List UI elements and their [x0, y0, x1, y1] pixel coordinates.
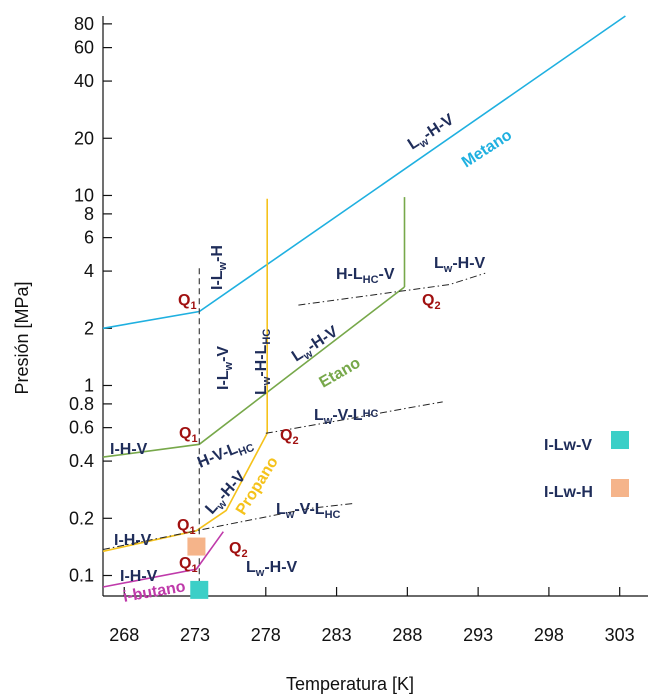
legend-swatch-ilwh — [611, 479, 629, 497]
quadruple-point-label: Q1 — [177, 517, 196, 537]
y-tick-label: 1 — [84, 375, 94, 395]
region-label: I-H-V — [120, 568, 158, 585]
quadruple-point-label: Q1 — [178, 292, 197, 312]
series-line-propano — [102, 432, 268, 553]
y-tick-label: 0.1 — [69, 565, 94, 585]
quadruple-point-label: Q1 — [179, 555, 198, 575]
series-layer — [102, 15, 626, 599]
legend-label-ilwh: I-Lw-H — [544, 484, 593, 501]
quadruple-point-label: Q2 — [229, 540, 248, 560]
y-tick-label: 8 — [84, 204, 94, 224]
y-tick-label: 2 — [84, 318, 94, 338]
region-label: Lw-V-LHC — [276, 501, 341, 521]
region-label: Lw-H-V — [289, 323, 343, 368]
region-label: Lw-H-V — [405, 111, 459, 156]
y-tick-label: 4 — [84, 261, 94, 281]
region-label: I-H-V — [114, 532, 152, 549]
y-tick-label: 80 — [74, 14, 94, 34]
region-label: Lw-H-LHC — [253, 329, 273, 395]
quadruple-point-label: Q2 — [422, 292, 441, 312]
boundary-line-9 — [102, 502, 356, 550]
x-tick-label: 273 — [180, 625, 210, 645]
y-tick-label: 60 — [74, 38, 94, 58]
legend-label-ilwv: I-Lw-V — [544, 437, 592, 454]
region-label: I-H-V — [110, 441, 148, 458]
series-line-i-butano — [102, 531, 224, 588]
y-tick-label: 0.2 — [69, 508, 94, 528]
legend-swatch-ilwv — [611, 431, 629, 449]
data-marker — [190, 580, 209, 599]
boundary-line-7 — [298, 272, 486, 306]
x-tick-label: 283 — [322, 625, 352, 645]
y-axis-title: Presión [MPa] — [12, 281, 32, 394]
y-tick-label: 6 — [84, 228, 94, 248]
x-tick-label: 303 — [605, 625, 635, 645]
series-name-metano: Metano — [459, 126, 515, 171]
y-tick-label: 0.8 — [69, 394, 94, 414]
region-label: I-Lw-V — [215, 346, 235, 390]
x-tick-label: 278 — [251, 625, 281, 645]
x-tick-label: 268 — [109, 625, 139, 645]
region-label: H-LHC-V — [336, 266, 395, 286]
y-tick-label: 0.6 — [69, 418, 94, 438]
boundary-line-8 — [265, 401, 443, 434]
data-marker — [187, 537, 206, 556]
y-tick-label: 40 — [74, 71, 94, 91]
axes-layer: 80 60 40 20 108 6 4 2 10.8 0.6 0.4 0.2 0.1 268 273 278 2… — [69, 14, 648, 645]
y-tick-label: 20 — [74, 128, 94, 148]
region-label: Lw-H-V — [434, 255, 486, 275]
quadruple-point-label: Q1 — [179, 425, 198, 445]
labels-layer: Temperatura [K] Presión [MPa] Metano Eta… — [12, 111, 629, 694]
x-tick-label: 293 — [463, 625, 493, 645]
series-line-etano — [102, 286, 405, 458]
y-tick-label: 10 — [74, 185, 94, 205]
quadruple-point-label: Q2 — [280, 427, 299, 447]
region-label: I-Lw-H — [209, 245, 229, 290]
y-tick-label: 0.4 — [69, 451, 94, 471]
region-label: Lw-V-LHC — [314, 407, 379, 427]
x-tick-label: 298 — [534, 625, 564, 645]
series-name-etano: Etano — [317, 354, 364, 391]
region-label: Lw-H-V — [246, 559, 298, 579]
x-tick-label: 288 — [392, 625, 422, 645]
x-axis-title: Temperatura [K] — [286, 674, 414, 694]
